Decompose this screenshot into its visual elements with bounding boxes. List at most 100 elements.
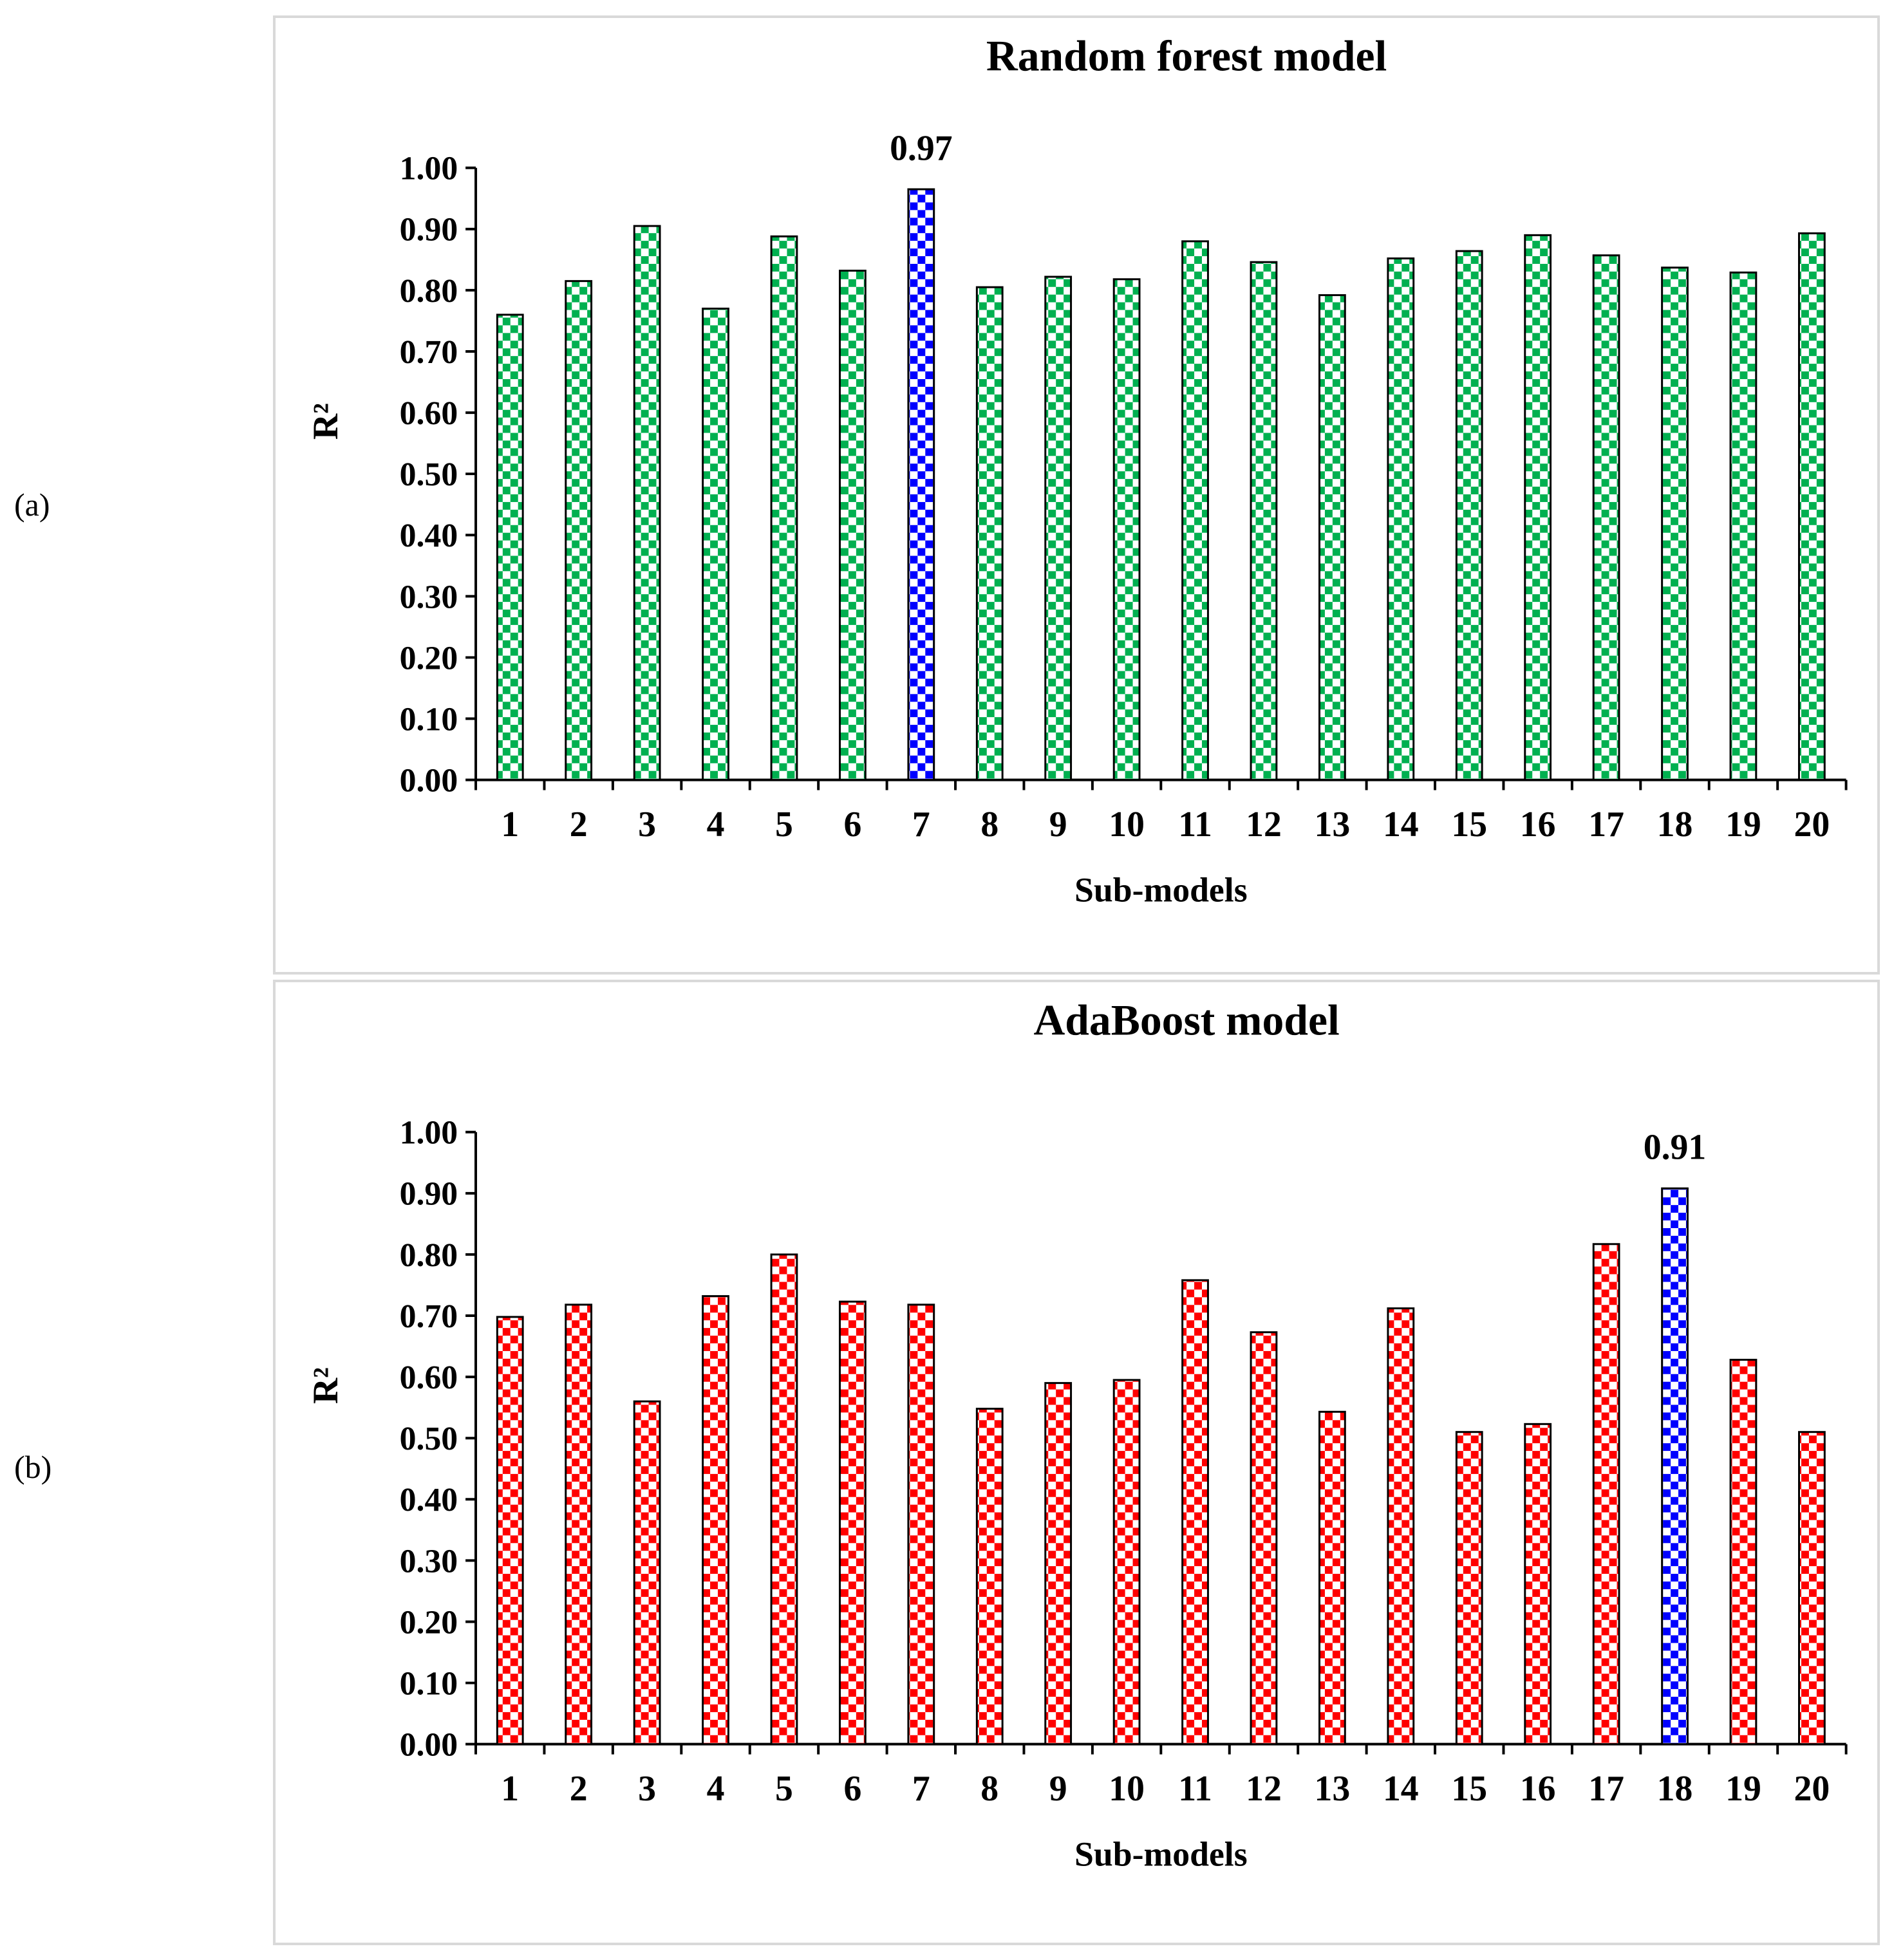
bar bbox=[702, 1295, 729, 1746]
bar bbox=[496, 1316, 524, 1746]
bar bbox=[565, 280, 593, 781]
bar bbox=[1797, 232, 1826, 781]
bar bbox=[1592, 1243, 1620, 1746]
bar bbox=[770, 1253, 798, 1746]
y-tick-label: 0.90 bbox=[400, 212, 458, 248]
y-tick-label: 0.90 bbox=[400, 1176, 458, 1213]
bar bbox=[1044, 275, 1073, 781]
x-tick-label: 14 bbox=[1383, 805, 1419, 845]
y-tick-label: 0.80 bbox=[400, 273, 458, 310]
y-tick-label: 0.20 bbox=[400, 1604, 458, 1641]
x-tick-label: 14 bbox=[1383, 1769, 1419, 1809]
bar bbox=[1387, 1307, 1415, 1746]
x-tick-label: 12 bbox=[1246, 1769, 1282, 1809]
x-tick-label: 9 bbox=[1049, 805, 1067, 845]
y-tick-label: 0.70 bbox=[400, 334, 458, 371]
bar bbox=[770, 235, 798, 781]
x-tick-label: 8 bbox=[980, 1769, 999, 1809]
chart-title: AdaBoost model bbox=[1033, 996, 1339, 1045]
x-tick-label: 19 bbox=[1725, 1769, 1761, 1809]
bar bbox=[1592, 254, 1620, 781]
x-tick-label: 20 bbox=[1794, 805, 1830, 845]
data-label: 0.91 bbox=[1644, 1127, 1706, 1167]
bar bbox=[1250, 1331, 1278, 1746]
x-tick-label: 5 bbox=[775, 805, 793, 845]
x-tick-label: 17 bbox=[1588, 805, 1624, 845]
chart-panel-random-forest: Random forest model 0.00 0.10 0.20 0.30 0.40 0… bbox=[273, 15, 1880, 975]
y-tick-label: 1.00 bbox=[400, 151, 458, 187]
y-tick-label: 0.30 bbox=[400, 1543, 458, 1580]
x-axis-label: Sub-models bbox=[1074, 871, 1248, 910]
bar-highlight bbox=[1661, 1187, 1689, 1746]
y-axis-label: R² bbox=[306, 1367, 346, 1404]
x-tick-label: 2 bbox=[570, 1769, 588, 1809]
bar-highlight bbox=[907, 188, 935, 781]
bar bbox=[702, 307, 729, 781]
y-tick-label: 0.20 bbox=[400, 640, 458, 677]
x-tick-label: 1 bbox=[501, 1769, 519, 1809]
bar bbox=[907, 1303, 935, 1746]
chart-panel-adaboost: AdaBoost model 0.00 0.10 0.20 0.30 0.40 0.50 0.… bbox=[273, 980, 1880, 1945]
bar bbox=[1729, 1358, 1758, 1746]
bar bbox=[1387, 257, 1415, 781]
bar bbox=[496, 313, 524, 781]
x-tick-label: 11 bbox=[1178, 805, 1212, 845]
x-tick-label: 3 bbox=[638, 805, 656, 845]
bar bbox=[1455, 1431, 1483, 1746]
chart-title: Random forest model bbox=[986, 32, 1387, 80]
y-tick-label: 0.50 bbox=[400, 1421, 458, 1457]
bar bbox=[839, 1300, 867, 1746]
x-tick-label: 11 bbox=[1178, 1769, 1212, 1809]
bar bbox=[633, 1400, 661, 1746]
panel-label-a: (a) bbox=[14, 487, 50, 523]
bar bbox=[1181, 240, 1209, 781]
x-axis-label: Sub-models bbox=[1074, 1835, 1248, 1874]
x-tick-label: 9 bbox=[1049, 1769, 1067, 1809]
x-tick-label: 19 bbox=[1725, 805, 1761, 845]
x-tick-label: 2 bbox=[570, 805, 588, 845]
x-tick-label: 3 bbox=[638, 1769, 656, 1809]
y-tick-label: 0.70 bbox=[400, 1298, 458, 1335]
bar bbox=[1181, 1279, 1209, 1746]
x-tick-label: 12 bbox=[1246, 805, 1282, 845]
bar bbox=[1524, 1423, 1552, 1746]
y-tick-label: 0.10 bbox=[400, 1665, 458, 1702]
x-tick-label: 15 bbox=[1451, 805, 1487, 845]
x-tick-label: 1 bbox=[501, 805, 519, 845]
bar bbox=[839, 269, 867, 781]
y-tick-label: 0.10 bbox=[400, 701, 458, 738]
bar bbox=[1044, 1382, 1073, 1746]
x-tick-label: 18 bbox=[1657, 805, 1693, 845]
x-tick-label: 18 bbox=[1657, 1769, 1693, 1809]
x-tick-label: 4 bbox=[707, 1769, 725, 1809]
y-tick-label: 0.60 bbox=[400, 1359, 458, 1396]
y-tick-label: 1.00 bbox=[400, 1115, 458, 1152]
panel-label-b: (b) bbox=[14, 1449, 52, 1485]
x-tick-label: 16 bbox=[1520, 805, 1556, 845]
x-tick-label: 8 bbox=[980, 805, 999, 845]
x-tick-label: 17 bbox=[1588, 1769, 1624, 1809]
y-tick-label: 0.00 bbox=[400, 763, 458, 799]
adaboost-bar-chart: AdaBoost model 0.00 0.10 0.20 0.30 0.40 0.50 0.… bbox=[306, 996, 1848, 1874]
x-tick-label: 10 bbox=[1109, 1769, 1145, 1809]
x-tick-label: 7 bbox=[912, 1769, 930, 1809]
y-axis-label: R² bbox=[306, 403, 346, 440]
x-tick-label: 20 bbox=[1794, 1769, 1830, 1809]
y-tick-label: 0.80 bbox=[400, 1237, 458, 1274]
bar bbox=[1112, 278, 1141, 781]
x-tick-label: 15 bbox=[1451, 1769, 1487, 1809]
data-label: 0.97 bbox=[890, 128, 952, 168]
bar bbox=[1798, 1431, 1826, 1746]
bar bbox=[565, 1303, 593, 1746]
y-tick-label: 0.60 bbox=[400, 395, 458, 432]
bar bbox=[1250, 261, 1278, 781]
x-tick-label: 13 bbox=[1315, 1769, 1351, 1809]
bar bbox=[975, 1408, 1004, 1746]
y-tick-label: 0.30 bbox=[400, 579, 458, 615]
random-forest-bar-chart: Random forest model 0.00 0.10 0.20 0.30 0.40 0… bbox=[306, 32, 1848, 910]
x-tick-label: 4 bbox=[707, 805, 725, 845]
bar bbox=[1112, 1379, 1141, 1746]
y-tick-label: 0.40 bbox=[400, 1482, 458, 1518]
x-tick-label: 6 bbox=[843, 805, 861, 845]
x-tick-label: 13 bbox=[1315, 805, 1351, 845]
